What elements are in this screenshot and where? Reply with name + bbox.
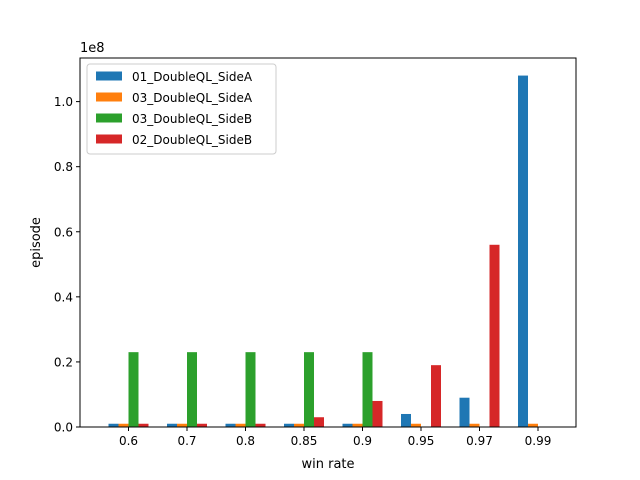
legend-frame [86,63,277,155]
legend-swatch [96,92,122,102]
bar-03_DoubleQL_SideA-0.99 [528,423,538,427]
legend-label: 03_DoubleQL_SideB [132,112,252,126]
bar-02_DoubleQL_SideB-0.7 [197,423,207,427]
x-tick-label: 0.97 [466,434,493,448]
legend: 01_DoubleQL_SideA 03_DoubleQL_SideA 03_Dou… [86,63,277,155]
x-axis-ticks: 0.6 0.7 0.8 0.85 0.9 0.95 0.97 0.99 [119,427,551,448]
bar-03_DoubleQL_SideB-0.6 [128,352,139,427]
bar-01_DoubleQL_SideA-0.9 [342,423,353,427]
bar-02_DoubleQL_SideB-0.6 [138,423,149,427]
bar-01_DoubleQL_SideA-0.8 [225,423,236,427]
y-tick-label: 0.2 [54,355,73,369]
y-tick-label: 0.8 [54,160,73,174]
x-tick-label: 0.9 [353,434,372,448]
bar-01_DoubleQL_SideA-0.7 [167,423,177,427]
y-scale-label: 1e8 [80,41,105,56]
x-axis-label: win rate [301,457,354,472]
y-axis-ticks: 0.0 0.2 0.4 0.6 0.8 1.0 [54,95,80,435]
bar-01_DoubleQL_SideA-0.97 [459,397,470,427]
x-tick-label: 0.7 [177,434,196,448]
bar-03_DoubleQL_SideB-0.9 [362,352,373,427]
bar-01_DoubleQL_SideA-0.95 [401,413,411,427]
bar-02_DoubleQL_SideB-0.85 [314,417,324,427]
x-tick-label: 0.8 [236,434,255,448]
bar-01_DoubleQL_SideA-0.85 [284,423,294,427]
bar-03_DoubleQL_SideA-0.85 [294,423,304,427]
x-tick-label: 0.6 [119,434,138,448]
y-tick-label: 0.6 [54,225,73,239]
bar-02_DoubleQL_SideB-0.9 [372,400,383,427]
y-tick-label: 0.0 [54,421,73,435]
legend-label: 02_DoubleQL_SideB [132,133,252,147]
bar-03_DoubleQL_SideA-0.95 [411,423,421,427]
bar-01_DoubleQL_SideA-0.99 [518,75,528,427]
bar-03_DoubleQL_SideB-0.8 [245,352,256,427]
y-axis-label: episode [29,217,44,268]
x-tick-label: 0.99 [525,434,552,448]
bar-03_DoubleQL_SideA-0.7 [177,423,187,427]
bar-03_DoubleQL_SideB-0.7 [187,352,197,427]
legend-label: 03_DoubleQL_SideA [132,91,253,105]
bar-02_DoubleQL_SideB-0.8 [255,423,266,427]
y-tick-label: 0.4 [54,290,73,304]
x-tick-label: 0.85 [291,434,318,448]
bar-03_DoubleQL_SideA-0.6 [118,423,129,427]
bar-03_DoubleQL_SideA-0.97 [469,423,480,427]
legend-label: 01_DoubleQL_SideA [132,70,253,84]
bar-03_DoubleQL_SideB-0.85 [304,352,314,427]
plot-frame [79,57,577,428]
bar-01_DoubleQL_SideA-0.6 [108,423,119,427]
x-tick-label: 0.95 [408,434,435,448]
bar-03_DoubleQL_SideA-0.8 [235,423,246,427]
bar-02_DoubleQL_SideB-0.97 [489,244,500,427]
y-tick-label: 1.0 [54,95,73,109]
bar-02_DoubleQL_SideB-0.95 [431,365,441,427]
bar-03_DoubleQL_SideA-0.9 [352,423,363,427]
legend-swatch [96,113,122,123]
legend-swatch [96,71,122,81]
legend-swatch [96,134,122,144]
axes-group [79,57,577,428]
bars-group [108,75,538,427]
